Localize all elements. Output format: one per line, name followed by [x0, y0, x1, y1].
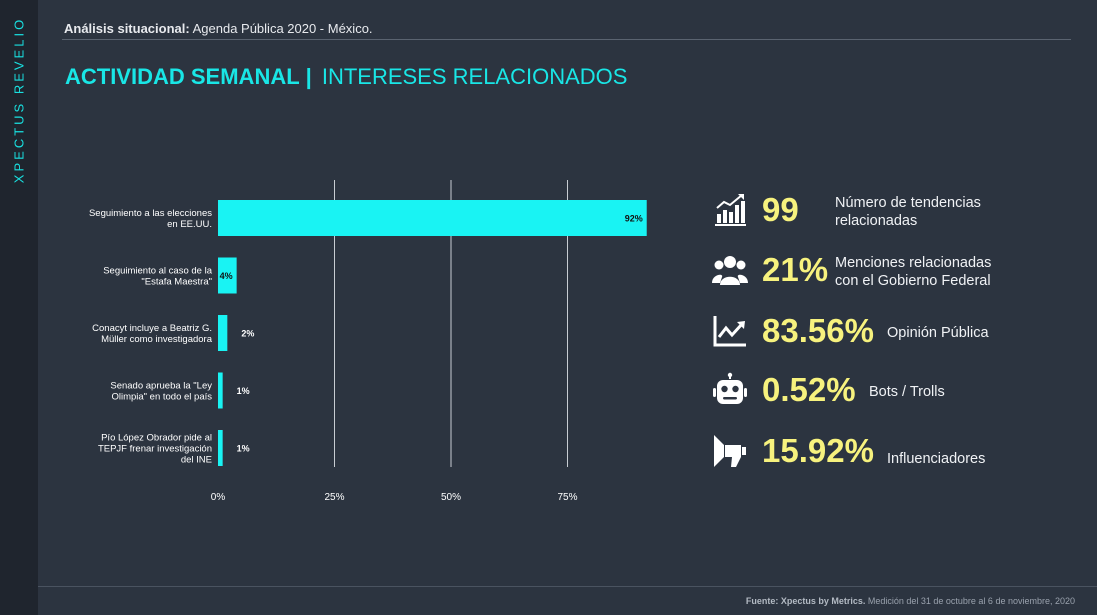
footer-divider	[38, 586, 1097, 587]
header-divider	[62, 39, 1071, 40]
title-main: ACTIVIDAD SEMANAL	[65, 64, 300, 89]
side-band	[0, 0, 38, 615]
data-label: 1%	[237, 444, 250, 454]
bar	[218, 200, 647, 236]
stat-value: 83.56%	[762, 312, 874, 349]
title-separator: |	[305, 64, 312, 89]
category-label: Seguimiento al caso de la "Estafa Maestra…	[103, 266, 213, 288]
footer-source-text: Medición del 31 de octubre al 6 de novie…	[865, 596, 1075, 606]
people-icon	[712, 256, 748, 285]
megaphone-icon	[714, 435, 746, 467]
bar	[218, 430, 223, 466]
bar-chart: 0% 25% 50% 75% 92% Seguimiento a las eleccion…	[89, 180, 647, 503]
stat-desc: Número de tendencias relacionadas	[835, 194, 981, 230]
stat-desc-line: Opinión Pública	[887, 325, 989, 341]
stat-desc: Opinión Pública	[887, 324, 989, 342]
stat-desc-line: Número de tendencias	[835, 195, 981, 211]
stat-value: 0.52%	[762, 371, 856, 408]
footer-source: Fuente: Xpectus by Metrics. Medición del…	[746, 596, 1075, 606]
header-text: Agenda Pública 2020 - México.	[189, 21, 373, 36]
robot-icon	[713, 372, 747, 404]
stat-desc-line: Menciones relacionadas	[835, 255, 992, 271]
category-label: Conacyt incluye a Beatriz G. Müller como …	[92, 323, 213, 345]
trend-chart-icon	[713, 316, 746, 347]
stat-desc-line: relacionadas	[835, 213, 918, 229]
stat-desc-line: con el Gobierno Federal	[835, 273, 991, 289]
category-label: Pío López Obrador pide al TEPJF frenar in…	[98, 433, 212, 466]
tick-label: 0%	[211, 492, 226, 503]
header-label: Análisis situacional:	[64, 21, 190, 36]
stat-value: 21%	[762, 251, 829, 288]
stat-value: 99	[762, 191, 799, 228]
stat-desc: Menciones relacionadas con el Gobierno F…	[835, 254, 991, 290]
title-sub: INTERESES RELACIONADOS	[321, 64, 628, 89]
stat-desc-line: Bots / Trolls	[869, 384, 945, 400]
stat-desc: Bots / Trolls	[869, 383, 945, 401]
data-label: 92%	[625, 214, 643, 224]
bar	[218, 372, 223, 409]
stat-desc: Influenciadores	[887, 450, 985, 468]
bar	[218, 315, 228, 351]
page-title: ACTIVIDAD SEMANAL | INTERESES RELACIONADOS	[65, 64, 627, 90]
category-label: Seguimiento a las elecciones en EE.UU.	[89, 208, 212, 230]
tick-label: 75%	[557, 492, 577, 503]
header-line: Análisis situacional: Agenda Pública 202…	[64, 21, 373, 36]
stat-desc-line: Influenciadores	[887, 451, 986, 467]
bar-chart-icon	[715, 194, 746, 226]
footer-source-label: Fuente: Xpectus by Metrics.	[745, 596, 866, 606]
data-label: 2%	[241, 329, 254, 339]
tick-label: 50%	[441, 492, 461, 503]
category-label: Senado aprueba la "Ley Olimpia" en todo e…	[110, 381, 212, 403]
data-label: 4%	[220, 271, 233, 281]
bar	[218, 257, 237, 294]
data-label: 1%	[237, 386, 250, 396]
tick-label: 25%	[324, 492, 344, 503]
stat-value: 15.92%	[762, 432, 874, 469]
brand-label: XPECTUS REVELIO	[11, 16, 27, 184]
